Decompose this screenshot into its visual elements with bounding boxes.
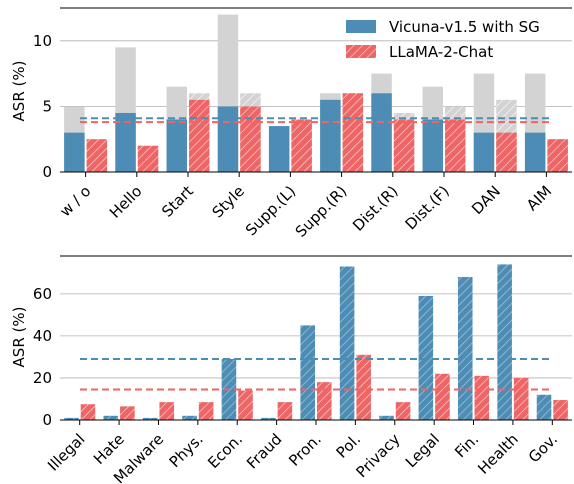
x-tick-label-dan: DAN <box>468 182 504 218</box>
bar-llama-pol <box>356 354 371 420</box>
bar-llama-dist-r <box>393 119 415 172</box>
x-tick-label-legal: Legal <box>402 430 443 471</box>
bar-llama-hate <box>120 406 135 420</box>
bar-vicuna-pron <box>300 325 315 420</box>
legend-swatch-vicuna <box>346 20 376 33</box>
bar-llama-phys <box>198 402 214 420</box>
bar-llama-legal <box>435 373 450 420</box>
x-tick-label-dist-r: Dist.(R) <box>349 182 402 235</box>
y-tick-label: 5 <box>42 97 52 115</box>
bar-vicuna-phys <box>182 415 197 420</box>
bar-llama-aim <box>547 139 568 172</box>
bar-vicuna-fraud <box>261 417 276 420</box>
legend-label-llama: LLaMA-2-Chat <box>389 43 493 61</box>
bar-llama-econ <box>238 390 253 420</box>
bar-vicuna-start <box>166 119 187 172</box>
bar-llama-fin <box>474 375 490 420</box>
bar-vicuna-privacy <box>379 415 394 420</box>
x-tick-label-style: Style <box>209 182 248 221</box>
bottom-y-axis-label: ASR (%) <box>10 307 28 368</box>
bar-vicuna-dist-r <box>371 93 392 172</box>
x-tick-label-pol: Pol. <box>333 430 365 462</box>
bar-llama-gov <box>553 400 568 420</box>
bar-vicuna-pol <box>339 266 355 420</box>
bar-vicuna-dist-f <box>422 119 443 172</box>
bar-vicuna-hello <box>115 112 136 172</box>
x-tick-label-aim: AIM <box>523 182 555 214</box>
bar-vicuna-supp-l <box>268 126 290 172</box>
bar-vicuna-fin <box>457 277 473 420</box>
bar-vicuna-supp-r <box>320 99 341 172</box>
y-tick-label: 0 <box>42 411 52 429</box>
x-tick-label-econ: Econ. <box>204 430 246 472</box>
bar-llama-fraud <box>277 402 293 420</box>
x-tick-label-fin: Fin. <box>451 430 482 461</box>
bar-vicuna-legal <box>418 295 434 420</box>
bar-llama-illegal <box>80 404 96 420</box>
bar-llama-dan <box>496 132 517 172</box>
bar-llama-hello <box>137 145 159 172</box>
legend-label-vicuna: Vicuna-v1.5 with SG <box>389 18 540 36</box>
bar-llama-pron <box>317 382 332 420</box>
y-tick-label: 60 <box>33 285 52 303</box>
y-tick-label: 0 <box>42 163 52 181</box>
bar-vicuna-hate <box>103 415 119 420</box>
legend: Vicuna-v1.5 with SG LLaMA-2-Chat <box>346 18 540 61</box>
x-tick-label-health: Health <box>474 430 522 478</box>
x-tick-label-hello: Hello <box>106 182 146 222</box>
x-tick-label-fraud: Fraud <box>243 430 285 472</box>
bar-llama-supp-l <box>291 119 312 172</box>
bar-vicuna-style <box>217 106 239 172</box>
y-tick-label: 40 <box>33 327 52 345</box>
top-y-axis-label: ASR (%) <box>10 61 28 122</box>
x-tick-label-pron: Pron. <box>285 430 325 470</box>
bar-llama-malware <box>159 402 175 420</box>
bar-llama-start <box>189 99 210 172</box>
x-tick-label-w-o: w / o <box>56 182 94 220</box>
legend-swatch-llama <box>346 45 376 58</box>
bar-vicuna-gov <box>536 394 552 420</box>
x-tick-label-dist-f: Dist.(F) <box>402 182 453 233</box>
bar-vicuna-illegal <box>64 417 79 420</box>
bar-llama-w-o <box>86 139 108 172</box>
y-tick-label: 10 <box>33 32 52 50</box>
bar-vicuna-health <box>497 264 512 420</box>
x-tick-label-supp-r: Supp.(R) <box>292 182 351 241</box>
x-tick-label-illegal: Illegal <box>44 430 88 474</box>
y-tick-label: 20 <box>33 369 52 387</box>
bar-llama-privacy <box>395 402 411 420</box>
x-tick-label-gov: Gov. <box>525 430 561 466</box>
bar-vicuna-aim <box>524 132 546 172</box>
bar-vicuna-malware <box>142 417 158 420</box>
bar-llama-supp-r <box>342 93 364 172</box>
x-tick-label-supp-l: Supp.(L) <box>242 182 299 239</box>
bar-vicuna-dan <box>473 132 495 172</box>
x-tick-label-privacy: Privacy <box>352 430 403 481</box>
bar-llama-health <box>513 377 529 420</box>
bar-vicuna-w-o <box>64 132 85 172</box>
x-tick-label-phys: Phys. <box>166 430 207 471</box>
x-tick-label-start: Start <box>158 182 197 221</box>
bar-llama-style <box>240 106 261 172</box>
bar-llama-dist-f <box>445 119 466 172</box>
